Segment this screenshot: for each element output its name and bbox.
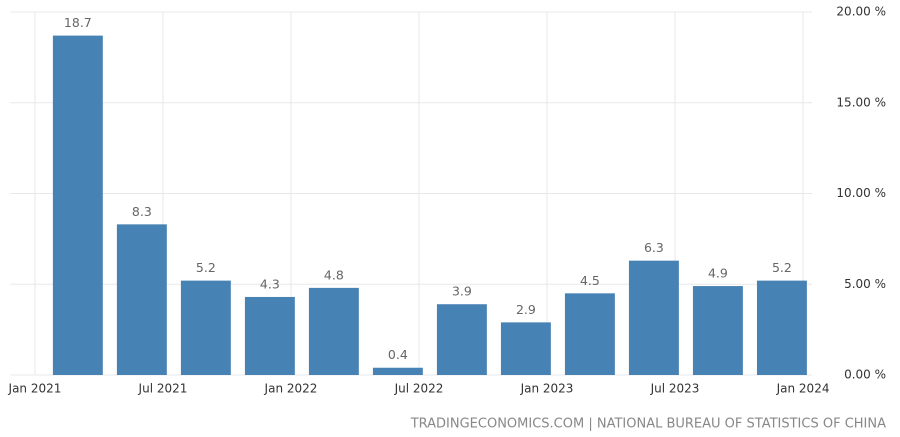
- x-tick-label: Jul 2022: [394, 382, 444, 396]
- bar: [180, 280, 231, 375]
- y-tick-label: 5.00 %: [844, 277, 886, 291]
- bar: [692, 286, 743, 375]
- x-tick-label: Jan 2024: [776, 382, 830, 396]
- x-tick-label: Jul 2021: [138, 382, 188, 396]
- value-label: 5.2: [196, 260, 216, 275]
- bar: [372, 367, 423, 375]
- value-label: 4.9: [708, 266, 728, 281]
- x-tick-label: Jan 2022: [264, 382, 318, 396]
- x-tick-label: Jan 2021: [8, 382, 62, 396]
- bar: [756, 280, 807, 375]
- value-label: 3.9: [452, 284, 472, 299]
- bar: [500, 322, 551, 375]
- bar: [116, 224, 167, 375]
- source: TRADINGECONOMICS.COM | NATIONAL BUREAU O…: [410, 417, 886, 432]
- bar: [308, 287, 359, 375]
- value-label: 4.5: [580, 273, 600, 288]
- bar: [52, 35, 103, 375]
- bar: [244, 296, 295, 375]
- value-label: 2.9: [516, 302, 536, 317]
- value-label: 5.2: [772, 260, 792, 275]
- y-tick-label: 10.00 %: [836, 186, 886, 200]
- y-tick-label: 0.00 %: [844, 368, 886, 382]
- y-tick-label: 20.00 %: [836, 5, 886, 19]
- value-label: 18.7: [64, 15, 92, 30]
- value-label: 6.3: [644, 240, 664, 255]
- x-tick-label: Jan 2023: [520, 382, 574, 396]
- value-label: 8.3: [132, 204, 152, 219]
- value-label: 4.8: [324, 267, 344, 282]
- bar: [564, 293, 615, 375]
- bar: [436, 304, 487, 375]
- bar: [628, 260, 679, 375]
- value-label: 0.4: [388, 347, 408, 362]
- value-label: 4.3: [260, 276, 280, 291]
- y-tick-label: 15.00 %: [836, 95, 886, 109]
- x-tick-label: Jul 2023: [650, 382, 700, 396]
